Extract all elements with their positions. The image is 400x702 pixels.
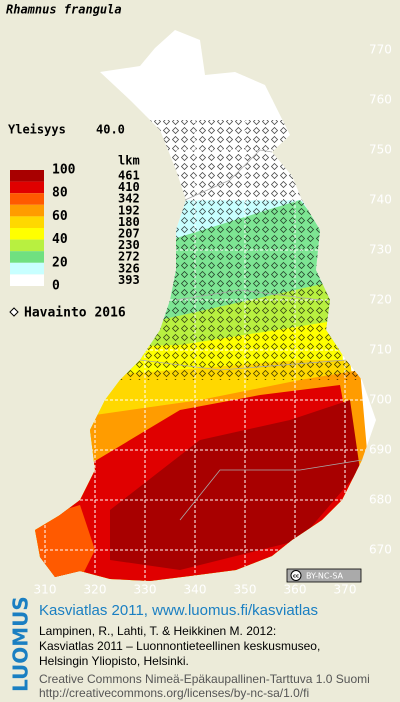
y-tick-label: 720 <box>369 293 392 307</box>
legend-level: 40 <box>52 232 68 247</box>
legend-level: 80 <box>52 186 68 201</box>
y-tick-label: 770 <box>369 43 392 57</box>
license-badge-text: BY-NC-SA <box>306 572 344 581</box>
citation-line: Lampinen, R., Lahti, T. & Heikkinen M. 2… <box>39 624 276 638</box>
legend-count: 410 <box>118 180 140 194</box>
legend-count: 207 <box>118 227 140 241</box>
frequency-value: 40.0 <box>96 123 125 137</box>
legend-count: 192 <box>118 203 140 217</box>
frequency-label: Yleisyys <box>8 123 66 137</box>
species-title: Rhamnus frangula <box>6 3 122 17</box>
legend-level: 60 <box>52 209 68 224</box>
y-tick-label: 700 <box>369 393 392 407</box>
legend-swatch <box>10 181 44 194</box>
legend-count: 272 <box>118 250 140 264</box>
y-tick-label: 750 <box>369 143 392 157</box>
legend-swatch <box>10 204 44 217</box>
legend-count: 393 <box>118 273 140 287</box>
legend-swatch <box>10 239 44 252</box>
citation-line: Helsingin Yliopisto, Helsinki. <box>39 654 189 668</box>
map-area <box>35 30 376 581</box>
legend-swatch <box>10 216 44 228</box>
legend-swatch <box>10 251 44 263</box>
x-tick-label: 360 <box>284 583 307 597</box>
x-tick-label: 340 <box>184 583 207 597</box>
legend-count: 180 <box>118 215 140 229</box>
legend-count: 326 <box>118 261 140 275</box>
brand: LUOMUS <box>9 596 33 692</box>
y-tick-label: 740 <box>369 193 392 207</box>
x-tick-label: 370 <box>334 583 357 597</box>
x-tick-label: 330 <box>134 583 157 597</box>
link[interactable]: Kasviatlas 2011, www.luomus.fi/kasviatla… <box>39 602 318 619</box>
y-tick-label: 710 <box>369 343 392 357</box>
legend-swatch <box>10 228 44 240</box>
y-tick-label: 760 <box>369 93 392 107</box>
legend-level: 100 <box>52 163 76 178</box>
legend-swatch <box>10 193 44 205</box>
license-line: http://creativecommons.org/licenses/by-n… <box>39 686 309 700</box>
citation-line: Kasviatlas 2011 – Luonnontieteellinen ke… <box>39 639 320 653</box>
license-badge: cc BY-NC-SA <box>286 568 362 583</box>
legend-count: 342 <box>118 192 140 206</box>
legend-level: 20 <box>52 255 68 270</box>
legend-count: 230 <box>118 238 140 252</box>
y-tick-label: 730 <box>369 243 392 257</box>
legend-swatch <box>10 262 44 275</box>
legend-level: 0 <box>52 279 60 294</box>
license-line: Creative Commons Nimeä-Epäkaupallinen-Ta… <box>39 672 370 686</box>
y-tick-label: 670 <box>369 543 392 557</box>
svg-text:cc: cc <box>293 574 299 580</box>
legend-swatch <box>10 170 44 182</box>
count-title: lkm <box>118 154 140 168</box>
x-tick-label: 350 <box>234 583 257 597</box>
x-tick-label: 310 <box>34 583 57 597</box>
borders <box>139 149 363 521</box>
y-tick-label: 690 <box>369 443 392 457</box>
axis-labels: 310 320 330 340 350 360 370 670 680 690 700 710 720 7… <box>34 43 392 597</box>
y-tick-label: 680 <box>369 493 392 507</box>
observation-marker <box>9 307 19 317</box>
observation-label: Havainto 2016 <box>24 306 126 321</box>
x-tick-label: 320 <box>84 583 107 597</box>
legend-swatch <box>10 274 44 286</box>
legend-count: 461 <box>118 169 140 183</box>
